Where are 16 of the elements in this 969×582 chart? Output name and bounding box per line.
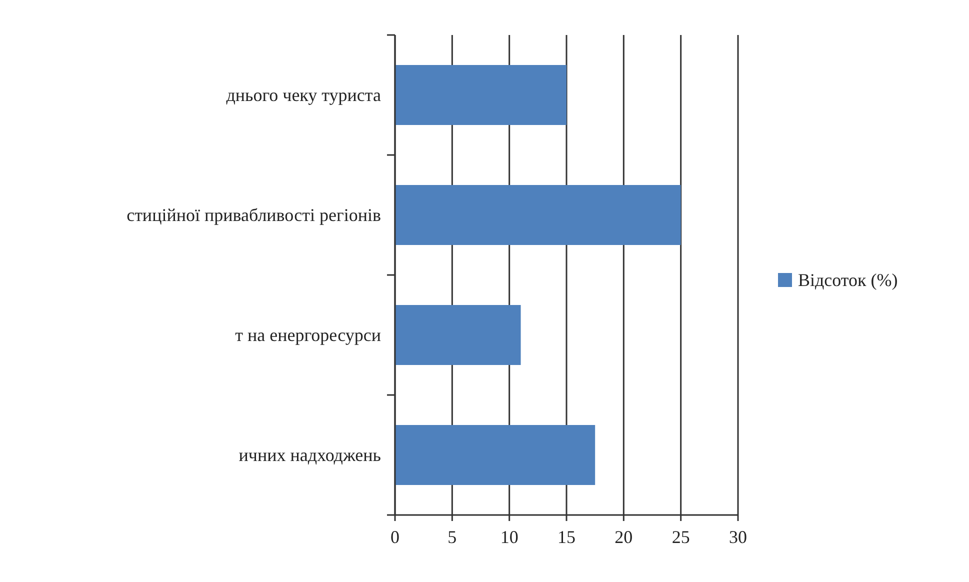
y-tick-label: стиційної привабливості регіонів: [126, 205, 381, 225]
y-tick-label: днього чеку туриста: [226, 85, 382, 105]
bar: [395, 185, 681, 245]
x-tick-label: 25: [672, 527, 690, 547]
x-tick-label: 30: [729, 527, 747, 547]
x-tick-label: 5: [448, 527, 457, 547]
y-tick-label: ичних надходжень: [238, 445, 381, 465]
x-tick-label: 10: [500, 527, 518, 547]
bar: [395, 305, 521, 365]
bar: [395, 425, 596, 485]
bar: [395, 65, 566, 125]
x-tick-label: 20: [614, 527, 633, 547]
legend-label: Відсоток (%): [798, 270, 898, 290]
x-tick-label: 0: [390, 527, 400, 547]
x-tick-label: 15: [558, 527, 576, 547]
y-tick-label: т на енергоресурси: [235, 325, 382, 345]
